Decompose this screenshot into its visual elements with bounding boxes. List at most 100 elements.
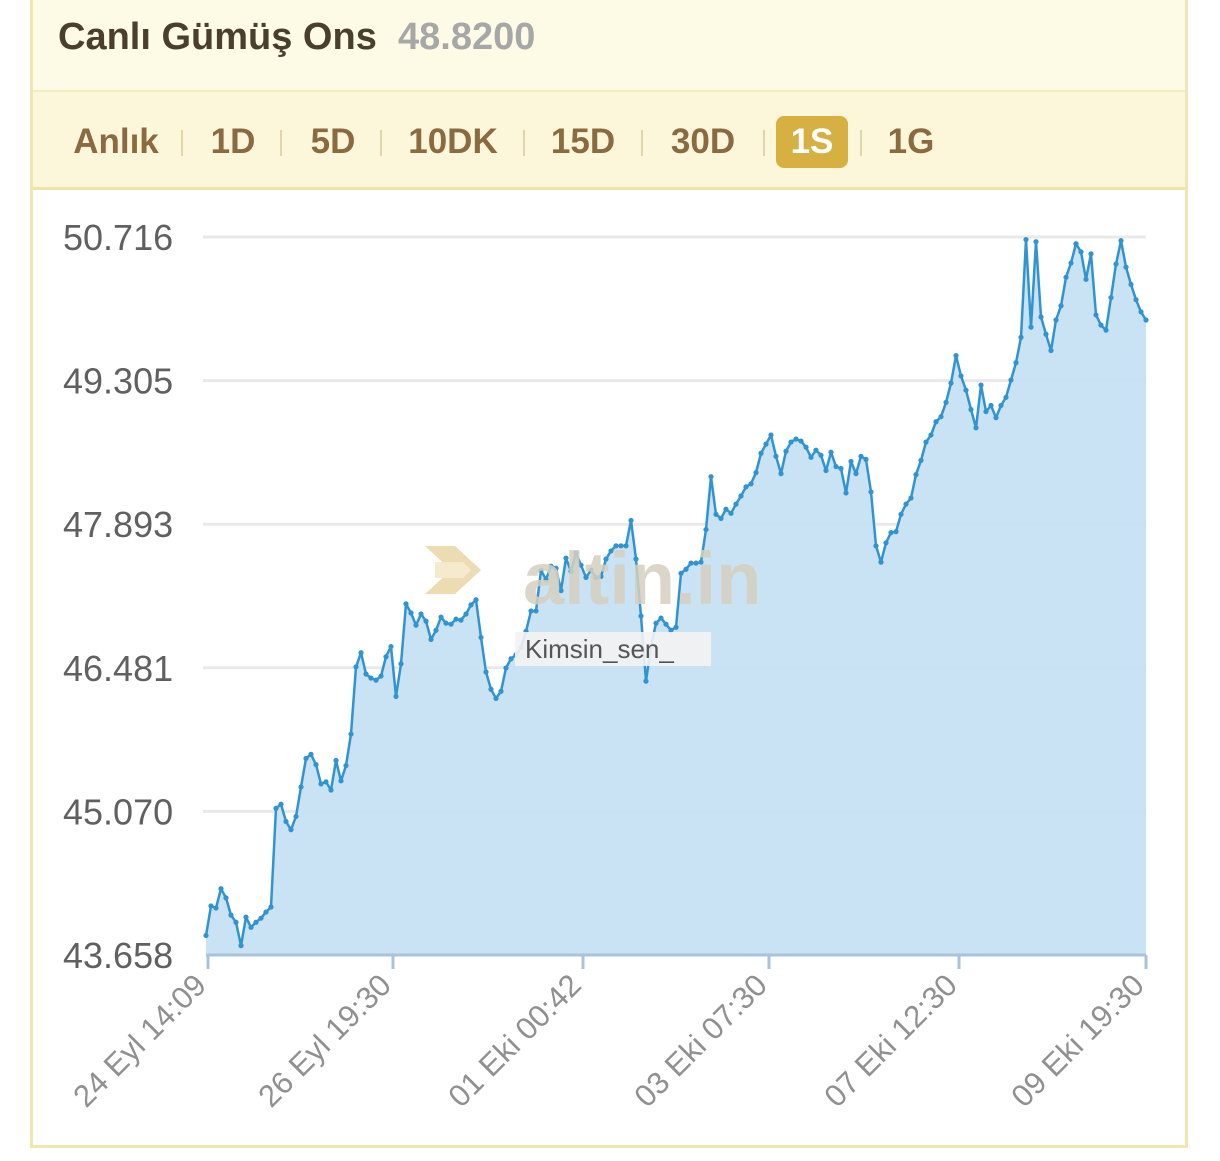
data-point bbox=[678, 570, 684, 576]
current-price: 48.8200 bbox=[398, 16, 536, 58]
data-point bbox=[713, 511, 719, 517]
data-point bbox=[938, 414, 944, 420]
data-point bbox=[983, 408, 989, 415]
data-point bbox=[553, 565, 559, 571]
data-point bbox=[503, 665, 509, 671]
data-point bbox=[578, 562, 584, 568]
tab-10dk[interactable]: 10DK bbox=[408, 122, 498, 161]
tab-1g[interactable]: 1G bbox=[887, 122, 935, 161]
data-point bbox=[213, 905, 219, 911]
data-point bbox=[1013, 360, 1019, 366]
data-point bbox=[408, 610, 414, 616]
data-point bbox=[668, 627, 674, 633]
data-point bbox=[443, 620, 449, 626]
data-point bbox=[1143, 317, 1149, 323]
data-point bbox=[248, 924, 254, 930]
series-points bbox=[203, 237, 1149, 949]
data-point bbox=[253, 919, 259, 925]
data-point bbox=[1103, 327, 1109, 333]
data-point bbox=[963, 387, 969, 393]
data-point bbox=[223, 895, 229, 901]
tab-separator bbox=[641, 130, 643, 156]
data-point bbox=[858, 453, 864, 459]
data-point bbox=[643, 678, 649, 684]
data-point bbox=[598, 573, 604, 579]
altin-logo-icon bbox=[425, 546, 481, 594]
data-point bbox=[208, 903, 214, 909]
data-point bbox=[868, 489, 874, 495]
data-point bbox=[978, 382, 984, 388]
data-point bbox=[338, 778, 344, 784]
data-point bbox=[933, 419, 939, 425]
tab-anlik[interactable]: Anlık bbox=[73, 122, 159, 161]
data-point bbox=[998, 402, 1004, 409]
data-point bbox=[1058, 303, 1064, 309]
data-point bbox=[873, 543, 879, 549]
data-point bbox=[658, 615, 664, 621]
data-point bbox=[1113, 261, 1119, 267]
data-point bbox=[323, 779, 329, 785]
chart-area: 50.716 49.305 47.893 46.481 45.070 43.658 alt… bbox=[33, 190, 1185, 1145]
data-point bbox=[768, 432, 774, 438]
tab-5d[interactable]: 5D bbox=[310, 122, 356, 161]
data-point bbox=[1128, 281, 1134, 288]
data-point bbox=[288, 827, 294, 833]
data-point bbox=[468, 602, 474, 608]
data-point bbox=[688, 560, 694, 566]
data-point bbox=[363, 671, 369, 677]
data-point bbox=[823, 467, 829, 474]
data-point bbox=[818, 452, 824, 458]
data-point bbox=[913, 472, 919, 478]
data-point bbox=[763, 441, 769, 447]
data-point bbox=[613, 543, 619, 549]
data-point bbox=[388, 643, 394, 650]
data-point bbox=[273, 805, 279, 811]
data-point bbox=[683, 566, 689, 572]
silver-chart-card: Canlı Gümüş Ons 48.8200 Anlık 1D 5D 10DK… bbox=[30, 0, 1188, 1148]
data-point bbox=[843, 490, 849, 496]
data-point bbox=[423, 618, 429, 624]
data-point bbox=[563, 555, 569, 561]
data-point bbox=[693, 560, 699, 566]
y-tick-label: 46.481 bbox=[63, 648, 173, 689]
data-point bbox=[898, 511, 904, 517]
data-point bbox=[393, 693, 399, 700]
data-point bbox=[723, 506, 729, 512]
data-point bbox=[1053, 317, 1059, 323]
data-point bbox=[1073, 241, 1079, 247]
data-point bbox=[803, 444, 809, 450]
data-point bbox=[773, 453, 779, 459]
data-point bbox=[328, 787, 334, 793]
x-tick-label: 26 Eyl 19:30 bbox=[251, 967, 398, 1114]
data-point bbox=[258, 915, 264, 921]
tab-30d[interactable]: 30D bbox=[670, 122, 736, 161]
data-point bbox=[348, 731, 354, 737]
data-point bbox=[448, 621, 454, 627]
data-point bbox=[1093, 312, 1099, 318]
data-point bbox=[268, 904, 274, 910]
data-point bbox=[738, 493, 744, 499]
tab-1d[interactable]: 1D bbox=[210, 122, 256, 161]
tab-separator bbox=[763, 130, 765, 156]
data-point bbox=[703, 526, 709, 533]
tab-separator bbox=[181, 130, 183, 156]
data-point bbox=[413, 622, 419, 628]
data-point bbox=[1033, 239, 1039, 245]
data-point bbox=[1063, 274, 1069, 280]
data-point bbox=[438, 614, 444, 620]
tab-15d[interactable]: 15D bbox=[550, 122, 616, 161]
data-point bbox=[708, 474, 714, 480]
data-point bbox=[418, 611, 424, 617]
data-point bbox=[698, 559, 704, 565]
data-point bbox=[528, 608, 534, 614]
data-point bbox=[783, 448, 789, 454]
data-point bbox=[478, 634, 484, 641]
data-point bbox=[403, 601, 409, 607]
data-point bbox=[543, 576, 549, 583]
watermark-user-box bbox=[515, 632, 711, 666]
data-point bbox=[488, 686, 494, 692]
data-point bbox=[888, 530, 894, 536]
data-point bbox=[1008, 377, 1014, 383]
data-point bbox=[828, 449, 834, 455]
tab-1s[interactable]: 1S bbox=[776, 116, 848, 168]
